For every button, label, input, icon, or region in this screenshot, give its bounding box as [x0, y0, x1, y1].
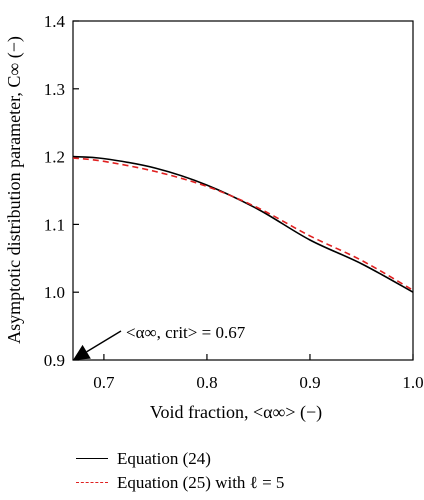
x-axis-label: Void fraction, <α∞> (−) [150, 402, 322, 423]
legend-label: Equation (25) with ℓ = 5 [117, 473, 285, 492]
plot-frame [72, 20, 414, 361]
x-tick-label: 0.8 [196, 373, 217, 392]
x-axis: 0.7 0.8 0.9 1.0 [93, 354, 424, 392]
series-line-2 [72, 157, 414, 291]
y-tick-label: 1.1 [44, 215, 65, 234]
series-line-1 [72, 155, 414, 293]
legend-swatch-dashed [76, 482, 108, 483]
annotation-arrow [86, 330, 122, 353]
legend-item-equation-24: Equation (24) [76, 448, 416, 472]
x-tick-label: 1.0 [402, 373, 423, 392]
x-tick-label: 0.9 [299, 373, 320, 392]
legend-swatch-solid [76, 458, 108, 459]
annotation-text: <α∞, crit> = 0.67 [126, 323, 246, 342]
annotation: <α∞, crit> = 0.67 [73, 323, 246, 360]
y-axis-label: Asymptotic distribution parameter, C∞ (−… [4, 36, 25, 344]
y-tick-label: 1.2 [44, 148, 65, 167]
y-tick-label: 1.4 [44, 12, 66, 31]
plot-area [72, 20, 414, 361]
y-tick-label: 1.3 [44, 80, 65, 99]
legend: Equation (24) Equation (25) with ℓ = 5 [76, 448, 416, 496]
annotation-arrowhead [73, 344, 91, 360]
y-tick-label: 0.9 [44, 351, 65, 370]
legend-label: Equation (24) [117, 449, 211, 468]
y-tick-label: 1.0 [44, 283, 65, 302]
legend-item-equation-25: Equation (25) with ℓ = 5 [76, 472, 416, 496]
y-axis: 0.9 1.0 1.1 1.2 1.3 1.4 [44, 12, 79, 370]
x-tick-label: 0.7 [93, 373, 115, 392]
